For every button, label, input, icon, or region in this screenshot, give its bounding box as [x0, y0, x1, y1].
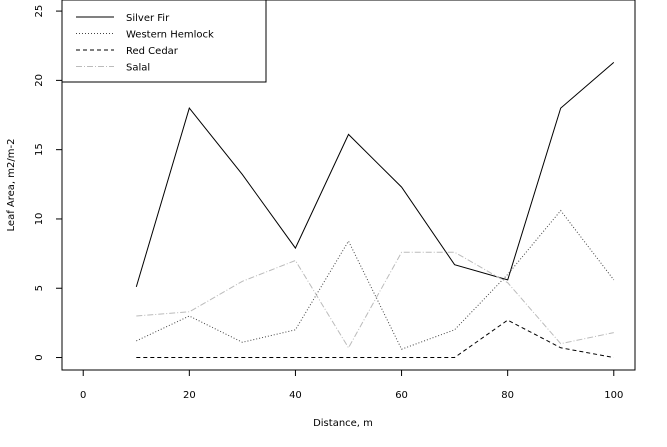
series-line-red-cedar — [136, 319, 614, 358]
x-tick-label: 0 — [80, 390, 86, 401]
series-layer — [135, 62, 615, 358]
legend-label-salal: Salal — [126, 63, 150, 74]
x-tick-label: 40 — [289, 390, 302, 401]
x-tick-label: 60 — [395, 390, 408, 401]
y-axis: 0 5 10 15 20 25 — [34, 5, 62, 361]
y-tick-label: 20 — [34, 74, 45, 87]
legend-label-silver-fir: Silver Fir — [126, 13, 170, 24]
y-tick-label: 15 — [34, 143, 45, 156]
legend-box — [61, 0, 267, 83]
plot-frame — [61, 0, 636, 371]
series-line-silver-fir — [135, 62, 615, 288]
series-line-salal — [136, 251, 614, 349]
y-tick-label: 10 — [34, 213, 45, 226]
x-tick-label: 80 — [501, 390, 514, 401]
legend: Silver Fir Western Hemlock Red Cedar Salal — [61, 0, 267, 83]
legend-label-red-cedar: Red Cedar — [126, 46, 179, 57]
x-tick-label: 100 — [604, 390, 623, 401]
y-tick-label: 5 — [34, 285, 45, 291]
series-line-western-hemlock — [136, 209, 615, 350]
x-tick-label: 20 — [183, 390, 196, 401]
x-axis: 0 20 40 60 80 100 — [80, 370, 623, 401]
legend-label-western-hemlock: Western Hemlock — [126, 30, 214, 41]
x-axis-title: Distance, m — [313, 418, 373, 429]
y-tick-label: 25 — [34, 5, 45, 18]
y-axis-title: Leaf Area, m2/m-2 — [6, 139, 17, 232]
y-tick-label: 0 — [34, 354, 45, 360]
